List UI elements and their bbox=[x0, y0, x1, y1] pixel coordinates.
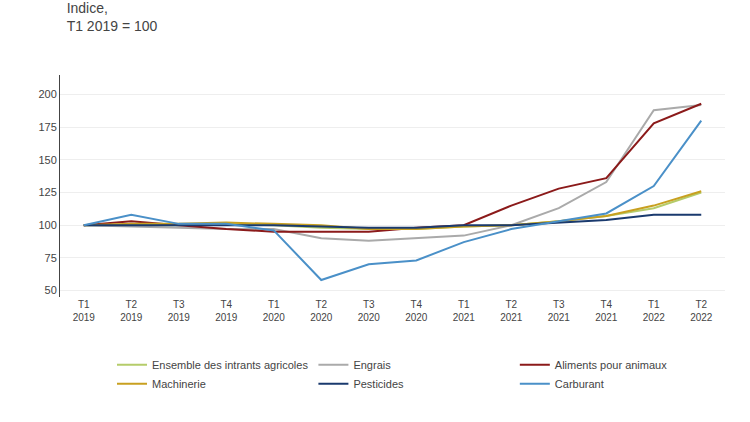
svg-text:T32020: T32020 bbox=[358, 299, 381, 323]
svg-text:T42020: T42020 bbox=[405, 299, 428, 323]
svg-text:Pesticides: Pesticides bbox=[353, 378, 404, 390]
svg-text:T12019: T12019 bbox=[73, 299, 96, 323]
svg-text:Carburant: Carburant bbox=[555, 378, 604, 390]
svg-text:T32021: T32021 bbox=[548, 299, 571, 323]
svg-text:T22022: T22022 bbox=[690, 299, 713, 323]
svg-text:175: 175 bbox=[38, 121, 56, 133]
svg-text:T12020: T12020 bbox=[263, 299, 286, 323]
svg-text:100: 100 bbox=[38, 219, 56, 231]
svg-text:Aliments pour animaux: Aliments pour animaux bbox=[555, 359, 667, 371]
svg-text:T32019: T32019 bbox=[168, 299, 191, 323]
svg-text:Ensemble des intrants agricole: Ensemble des intrants agricoles bbox=[152, 359, 308, 371]
svg-text:Machinerie: Machinerie bbox=[152, 378, 206, 390]
svg-text:150: 150 bbox=[38, 154, 56, 166]
svg-text:T22021: T22021 bbox=[500, 299, 523, 323]
svg-text:T22020: T22020 bbox=[310, 299, 333, 323]
svg-text:Engrais: Engrais bbox=[353, 359, 391, 371]
svg-text:T12021: T12021 bbox=[453, 299, 476, 323]
svg-text:T42021: T42021 bbox=[595, 299, 618, 323]
svg-text:Indice,T1 2019 = 100: Indice,T1 2019 = 100 bbox=[67, 0, 158, 34]
svg-text:T22019: T22019 bbox=[120, 299, 143, 323]
svg-text:50: 50 bbox=[45, 284, 57, 296]
svg-text:200: 200 bbox=[38, 88, 56, 100]
svg-text:75: 75 bbox=[45, 252, 57, 264]
svg-text:T42019: T42019 bbox=[215, 299, 238, 323]
svg-text:T12022: T12022 bbox=[643, 299, 666, 323]
svg-text:125: 125 bbox=[38, 186, 56, 198]
